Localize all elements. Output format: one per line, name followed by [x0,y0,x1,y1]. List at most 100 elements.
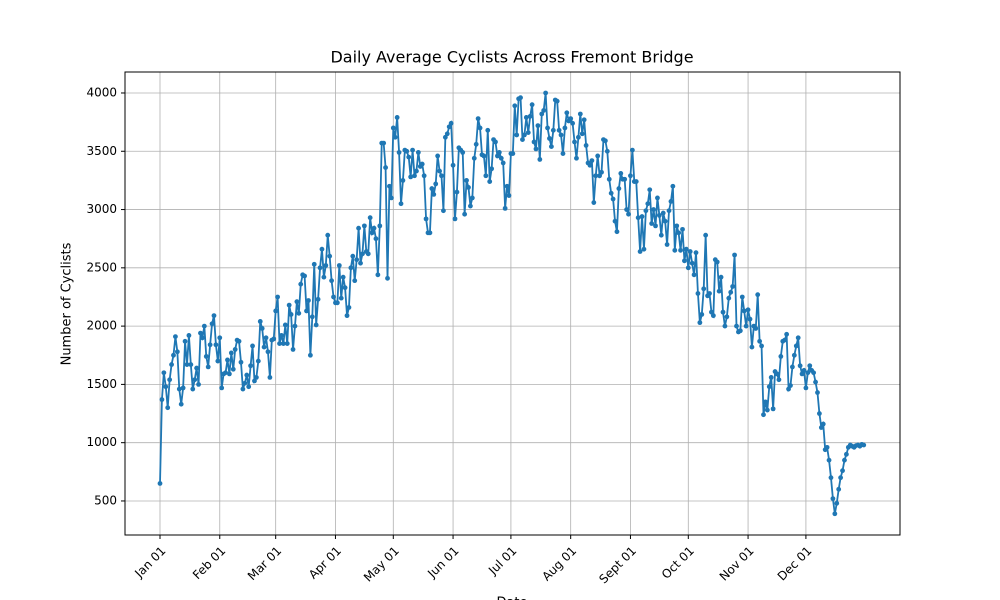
data-point [194,365,200,371]
data-point [205,364,211,370]
data-point [768,375,774,380]
data-point [531,139,537,145]
data-point [583,143,589,148]
data-point [317,265,323,271]
data-point [471,155,477,161]
data-point [223,370,228,376]
data-point [446,124,452,130]
data-point [215,358,221,364]
data-point [803,385,809,391]
data-point [252,378,257,384]
data-point [784,331,790,337]
data-point [616,186,622,191]
data-point [298,281,304,287]
data-point [352,278,358,284]
data-point [410,147,415,153]
data-point [250,343,255,349]
data-point [737,328,743,334]
plot-frame [124,71,901,536]
data-point [790,364,795,370]
data-point [506,193,512,198]
data-point [473,141,479,147]
data-point [763,399,768,405]
data-point [581,117,587,123]
data-point [747,316,753,322]
data-point [163,384,169,390]
data-point [323,263,329,268]
data-point [254,375,259,380]
data-point [387,183,392,189]
data-point [610,196,616,202]
data-point [782,337,788,343]
data-point [371,225,377,231]
data-point [572,139,577,145]
data-point [682,258,687,264]
data-point [201,323,207,329]
data-point [774,371,780,377]
data-point [805,370,811,376]
data-point [693,250,699,256]
data-point [388,195,394,201]
data-point [188,362,194,367]
data-point [537,157,543,162]
data-point [633,179,639,184]
data-point [427,230,433,236]
data-point [242,380,248,386]
data-point [743,323,749,329]
data-point [658,232,664,238]
data-point [171,352,176,358]
data-point [213,342,219,348]
data-point [745,307,751,313]
data-point [776,377,782,383]
data-point [157,481,163,486]
data-point [676,230,682,236]
data-point [304,308,309,314]
data-point [741,308,747,314]
data-point [548,144,554,150]
data-point [348,265,354,271]
data-point [612,218,618,224]
data-point [354,257,360,263]
data-point [587,162,593,168]
data-point [820,421,826,427]
data-point [174,349,180,355]
data-point [282,322,288,328]
data-point [246,384,252,390]
data-point [606,176,612,182]
data-point [165,405,171,411]
data-point [481,153,487,159]
data-point [608,190,614,196]
data-point [182,338,188,344]
data-point [574,155,579,161]
data-point [714,259,720,265]
data-point [718,274,724,280]
data-point [267,375,273,380]
data-point [547,136,552,141]
y-tick-label: 1000 [86,435,117,449]
data-point [198,330,203,336]
data-point [483,173,489,179]
data-point [342,285,348,291]
data-point [313,322,319,328]
data-point [795,335,801,341]
data-point [672,247,678,253]
data-point [464,178,469,183]
data-point [602,138,608,144]
data-point [577,111,583,117]
y-tick-label: 3500 [86,144,117,158]
y-tick-label: 1500 [86,377,117,391]
data-point [533,146,539,152]
data-point [564,110,570,116]
data-point [408,174,414,180]
data-point [279,333,284,338]
data-point [404,148,410,154]
data-point [579,131,585,137]
data-point [570,120,576,126]
data-point [807,363,813,369]
data-point [392,134,398,140]
data-point [764,407,770,413]
data-point [593,173,599,179]
data-point [468,203,473,209]
data-point [697,320,703,326]
y-tick-label: 4000 [86,85,117,99]
